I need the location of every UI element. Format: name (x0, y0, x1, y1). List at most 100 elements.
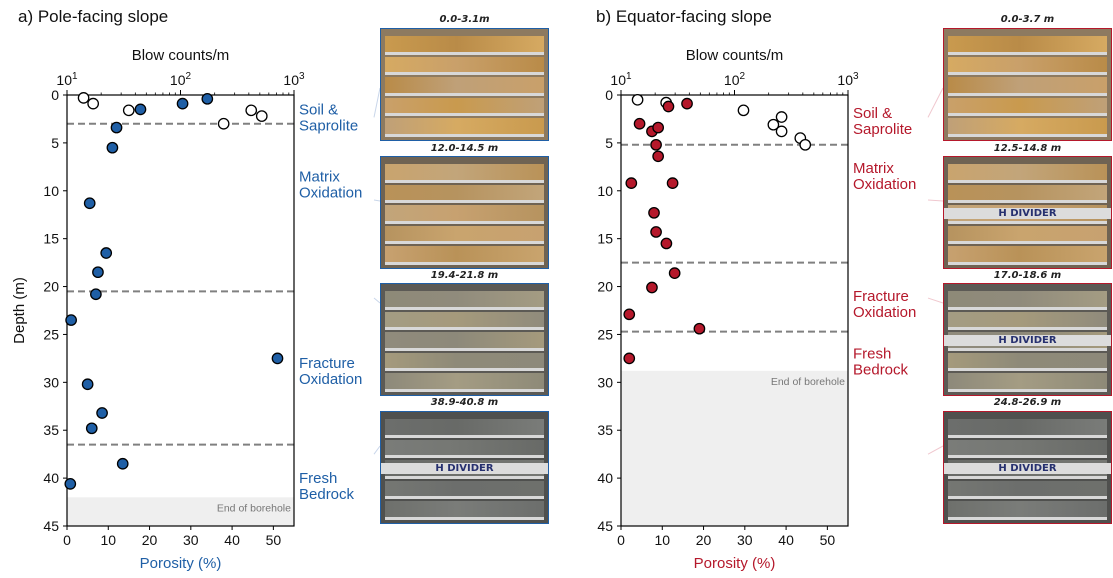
blow-count-point (775, 111, 788, 123)
y-axis-title: Depth (m) (11, 277, 28, 344)
x-top-tick-label: 102 (724, 71, 746, 88)
core-photo (380, 283, 549, 396)
x-bottom-tick-label: 20 (696, 532, 712, 548)
end-of-borehole-label: End of borehole (217, 502, 291, 514)
x-bottom-tick-label: 40 (224, 532, 240, 548)
y-tick-label: 30 (597, 374, 613, 390)
porosity-point (648, 206, 660, 219)
core-tray (948, 225, 1107, 242)
core-tray (385, 164, 544, 180)
y-tick-label: 30 (43, 374, 59, 390)
core-tray (385, 56, 544, 73)
core-photo: H DIVIDER (943, 411, 1112, 524)
porosity-point (662, 100, 675, 113)
core-tray (385, 439, 544, 456)
x-bottom-tick-label: 0 (617, 532, 625, 548)
core-tray (385, 36, 544, 52)
photo-connector (927, 445, 944, 455)
tray-divider (948, 306, 1107, 310)
core-tray (385, 373, 544, 389)
blow-count-point (255, 110, 268, 122)
tray-divider (948, 179, 1107, 183)
tray-divider (385, 92, 544, 96)
core-tray (948, 439, 1107, 456)
tray-divider (948, 517, 1107, 520)
core-photo (380, 28, 549, 141)
tray-divider (385, 389, 544, 392)
core-tray (385, 118, 544, 134)
x-bottom-tick-label: 20 (142, 532, 158, 548)
porosity-point (693, 322, 706, 335)
tray-divider (385, 262, 544, 265)
core-tray (385, 97, 544, 114)
core-tray (948, 184, 1107, 201)
zone-label: Fresh (853, 346, 891, 363)
y-tick-label: 15 (43, 231, 59, 247)
porosity-point (681, 97, 693, 110)
core-tray (385, 419, 544, 435)
y-tick-label: 0 (51, 87, 59, 103)
y-tick-label: 35 (43, 422, 59, 438)
porosity-point (652, 150, 664, 163)
y-tick-label: 20 (597, 279, 613, 295)
tray-divider (385, 241, 544, 245)
x-top-tick-label: 103 (837, 71, 859, 88)
tray-divider (385, 496, 544, 500)
core-tray (385, 352, 544, 369)
tray-divider (948, 496, 1107, 500)
porosity-point (668, 267, 681, 279)
core-photo-title: 38.9-40.8 m (430, 397, 499, 408)
zone-label: Fracture (299, 355, 355, 372)
core-tray (948, 77, 1107, 93)
photo-connector (373, 297, 381, 304)
core-tray (948, 164, 1107, 180)
zone-label: Saprolite (299, 117, 358, 134)
x-top-tick-label: 101 (610, 71, 632, 88)
blow-count-point (631, 93, 644, 106)
zone-label: Oxidation (299, 371, 362, 388)
x-bottom-tick-label: 40 (778, 532, 794, 548)
porosity-point (201, 92, 214, 105)
panel-title: b) Equator-facing slope (596, 7, 772, 26)
photo-connector (927, 199, 944, 202)
porosity-point (666, 177, 679, 189)
blow-count-point (77, 92, 90, 104)
y-tick-label: 35 (597, 422, 613, 438)
tray-divider (948, 389, 1107, 392)
y-tick-label: 25 (43, 326, 59, 342)
zone-label: Soil & (299, 101, 338, 118)
tray-divider (948, 327, 1107, 331)
tray-divider (385, 455, 544, 459)
tray-divider (385, 306, 544, 310)
core-tray (948, 291, 1107, 307)
y-tick-label: 15 (597, 231, 613, 247)
tray-divider (948, 368, 1107, 372)
core-photo-title: 12.0-14.5 m (430, 143, 499, 154)
tray-divider (948, 347, 1107, 351)
zone-label: Soil & (853, 105, 892, 122)
y-tick-label: 40 (43, 470, 59, 486)
divider-label: H DIVIDER (944, 334, 1111, 346)
zone-label: Saprolite (853, 121, 912, 138)
porosity-point (83, 197, 96, 210)
porosity-point (271, 352, 284, 365)
x-bottom-tick-label: 30 (737, 532, 753, 548)
porosity-point (633, 117, 646, 130)
x-top-axis-title: Blow counts/m (686, 47, 784, 64)
core-tray (948, 352, 1107, 369)
porosity-point (81, 378, 94, 391)
zone-label: Fracture (853, 288, 909, 305)
zone-label: Oxidation (853, 176, 916, 193)
porosity-point (110, 121, 123, 134)
tray-divider (385, 327, 544, 331)
tray-divider (948, 113, 1107, 117)
tray-divider (948, 220, 1107, 224)
porosity-point (85, 422, 98, 435)
porosity-point (623, 308, 636, 321)
core-tray (385, 332, 544, 348)
x-bottom-tick-label: 50 (266, 532, 282, 548)
y-tick-label: 40 (597, 470, 613, 486)
x-top-axis-title: Blow counts/m (132, 47, 230, 64)
core-tray (385, 291, 544, 307)
tray-divider (948, 241, 1107, 245)
